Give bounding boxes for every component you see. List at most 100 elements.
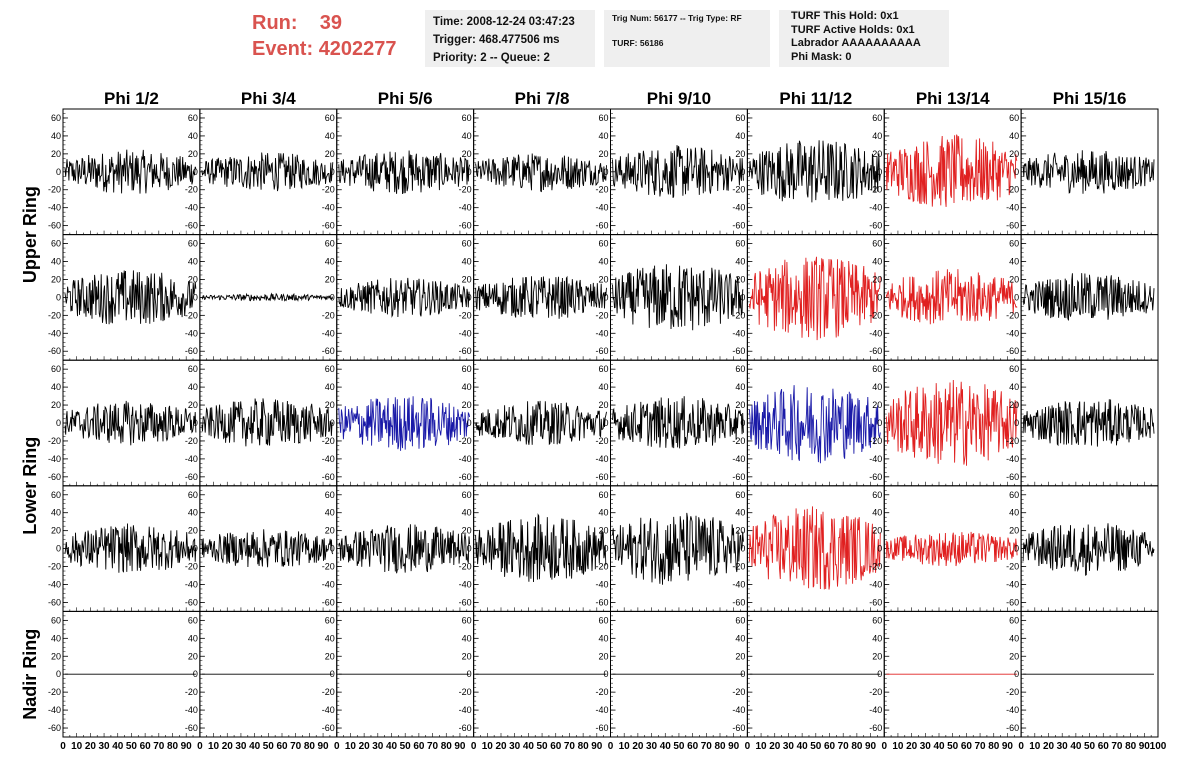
y-tick-label: 20 <box>872 149 882 159</box>
y-tick-label: -40 <box>48 454 61 464</box>
y-tick-label: -40 <box>1006 454 1019 464</box>
y-tick-label: 40 <box>188 633 198 643</box>
y-tick-label: -40 <box>869 328 882 338</box>
x-tick-label: 70 <box>838 741 850 752</box>
y-tick-label: 0 <box>56 292 61 302</box>
y-tick-label: 0 <box>467 292 472 302</box>
y-tick-label: -60 <box>48 472 61 482</box>
y-tick-label: -40 <box>185 328 198 338</box>
y-tick-label: 0 <box>193 418 198 428</box>
y-tick-label: -60 <box>595 723 608 733</box>
y-tick-label: 40 <box>51 633 61 643</box>
x-tick-label: 20 <box>1043 741 1055 752</box>
y-tick-label: 0 <box>330 544 335 554</box>
waveform-trace <box>201 398 334 447</box>
y-tick-label: 20 <box>598 274 608 284</box>
y-tick-label: -40 <box>869 705 882 715</box>
y-tick-label: -20 <box>48 687 61 697</box>
x-tick-label: 10 <box>208 741 220 752</box>
y-tick-label: 40 <box>188 131 198 141</box>
y-tick-label: 60 <box>735 113 745 123</box>
y-tick-label: 20 <box>462 400 472 410</box>
y-tick-label: -20 <box>185 687 198 697</box>
y-tick-label: 60 <box>462 113 472 123</box>
x-tick-label: 0 <box>334 741 340 752</box>
y-tick-label: 40 <box>51 131 61 141</box>
y-tick-label: -40 <box>459 328 472 338</box>
y-tick-label: -20 <box>869 436 882 446</box>
y-tick-label: -20 <box>1006 436 1019 446</box>
x-tick-label: 80 <box>714 741 726 752</box>
y-tick-label: 20 <box>1009 526 1019 536</box>
row-label: Upper Ring <box>20 186 40 283</box>
y-tick-label: -20 <box>869 310 882 320</box>
y-tick-label: -20 <box>732 562 745 572</box>
waveform-trace <box>748 385 881 464</box>
y-tick-label: -40 <box>185 454 198 464</box>
y-tick-label: -20 <box>459 185 472 195</box>
x-tick-label: 0 <box>608 741 614 752</box>
y-tick-label: -20 <box>595 436 608 446</box>
y-tick-label: 0 <box>330 418 335 428</box>
waveform-trace <box>475 513 607 583</box>
y-tick-label: 60 <box>51 364 61 374</box>
y-tick-label: 40 <box>872 257 882 267</box>
y-tick-label: 0 <box>603 167 608 177</box>
y-tick-label: -60 <box>595 221 608 231</box>
x-tick-label: 10 <box>345 741 357 752</box>
y-tick-label: -20 <box>48 436 61 446</box>
row-label: Nadir Ring <box>20 629 40 720</box>
x-tick-label: 60 <box>140 741 152 752</box>
y-tick-label: -20 <box>595 185 608 195</box>
waveform-trace <box>885 379 1018 466</box>
y-tick-label: 20 <box>872 651 882 661</box>
y-tick-label: 20 <box>188 400 198 410</box>
y-tick-label: 60 <box>1009 615 1019 625</box>
y-tick-label: -20 <box>185 436 198 446</box>
waveform-trace <box>338 150 471 195</box>
y-tick-label: -60 <box>185 472 198 482</box>
y-tick-label: 40 <box>51 257 61 267</box>
waveform-trace <box>1022 150 1155 194</box>
x-tick-label: 90 <box>728 741 740 752</box>
x-tick-label: 10 <box>892 741 904 752</box>
x-tick-label: 0 <box>471 741 477 752</box>
y-tick-label: -20 <box>459 310 472 320</box>
y-tick-label: 0 <box>330 167 335 177</box>
y-tick-label: -20 <box>1006 310 1019 320</box>
y-tick-label: -40 <box>322 203 335 213</box>
y-tick-label: 60 <box>188 239 198 249</box>
y-tick-label: 0 <box>740 544 745 554</box>
column-header: Phi 5/6 <box>378 89 433 108</box>
y-tick-label: 0 <box>193 292 198 302</box>
y-tick-label: 40 <box>872 633 882 643</box>
x-tick-label: 70 <box>290 741 302 752</box>
y-tick-label: -20 <box>322 185 335 195</box>
x-tick-label: 10 <box>1029 741 1041 752</box>
y-tick-label: 20 <box>598 149 608 159</box>
x-tick-label: 20 <box>906 741 918 752</box>
x-tick-label: 40 <box>660 741 672 752</box>
run-event-block: Run: 39 Event: 4202277 <box>252 10 397 62</box>
x-tick-label: 40 <box>386 741 398 752</box>
turf-text: TURF: 56186 <box>612 38 664 48</box>
y-tick-label: 40 <box>872 508 882 518</box>
y-tick-label: 60 <box>462 490 472 500</box>
x-tick-label: 40 <box>249 741 261 752</box>
y-tick-label: 60 <box>598 490 608 500</box>
y-tick-label: 20 <box>188 274 198 284</box>
x-tick-label: 30 <box>783 741 795 752</box>
y-tick-label: 20 <box>325 149 335 159</box>
x-tick-label: 10 <box>619 741 631 752</box>
x-tick-label: 90 <box>318 741 330 752</box>
y-tick-label: -60 <box>48 597 61 607</box>
y-tick-label: -60 <box>869 723 882 733</box>
y-tick-label: -20 <box>48 562 61 572</box>
y-tick-label: -20 <box>48 310 61 320</box>
waveform-trace <box>885 269 1018 325</box>
waveform-trace <box>1022 399 1155 447</box>
y-tick-label: 40 <box>735 382 745 392</box>
y-tick-label: -40 <box>1006 328 1019 338</box>
x-tick-label: 10 <box>71 741 83 752</box>
y-tick-label: -60 <box>732 221 745 231</box>
